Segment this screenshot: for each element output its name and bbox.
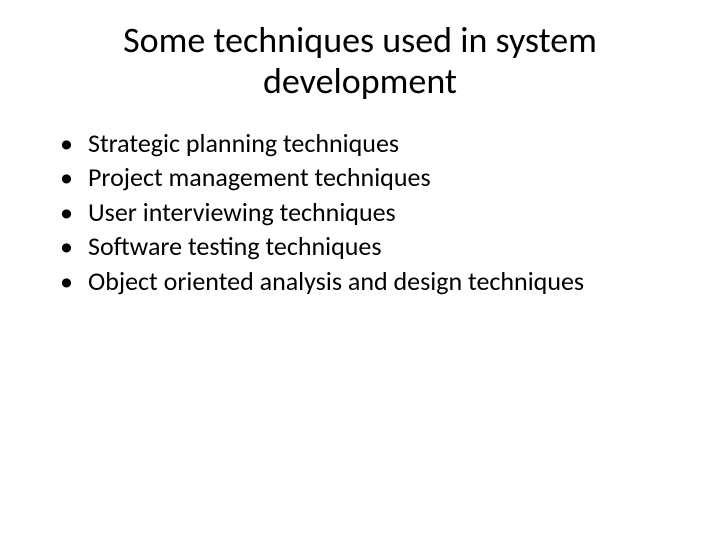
list-item: User interviewing techniques: [60, 196, 680, 229]
slide-title: Some techniques used in system developme…: [40, 20, 680, 103]
list-item: Software testing techniques: [60, 230, 680, 263]
bullet-list: Strategic planning techniques Project ma…: [40, 127, 680, 298]
slide-container: Some techniques used in system developme…: [0, 0, 720, 540]
list-item: Project management techniques: [60, 161, 680, 194]
list-item: Object oriented analysis and design tech…: [60, 265, 680, 298]
list-item: Strategic planning techniques: [60, 127, 680, 160]
